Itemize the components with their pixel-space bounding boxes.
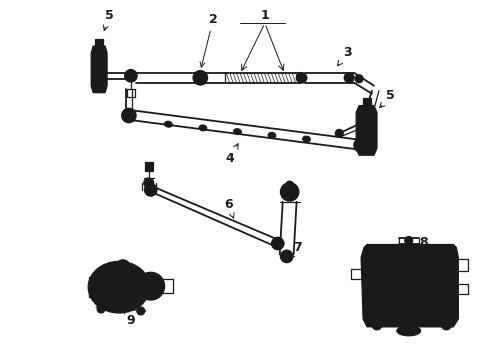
Circle shape <box>373 255 383 264</box>
Circle shape <box>271 238 283 249</box>
Circle shape <box>344 73 353 83</box>
Circle shape <box>353 138 367 152</box>
Ellipse shape <box>117 260 129 269</box>
Circle shape <box>441 320 450 330</box>
Text: 5: 5 <box>379 89 394 108</box>
Text: 1: 1 <box>260 9 269 22</box>
Circle shape <box>441 255 450 264</box>
Text: 2: 2 <box>200 13 217 67</box>
Bar <box>372 251 447 319</box>
Circle shape <box>441 304 450 314</box>
Ellipse shape <box>362 116 370 145</box>
Text: 8: 8 <box>413 236 427 250</box>
Text: 5: 5 <box>103 9 113 31</box>
Text: 6: 6 <box>224 198 234 218</box>
Circle shape <box>296 73 306 83</box>
Ellipse shape <box>396 326 420 336</box>
Circle shape <box>142 277 160 295</box>
Circle shape <box>143 178 153 188</box>
Ellipse shape <box>302 136 310 142</box>
Polygon shape <box>355 105 376 155</box>
Text: 4: 4 <box>225 144 238 165</box>
Circle shape <box>122 109 136 122</box>
Ellipse shape <box>233 129 241 135</box>
Bar <box>144 162 152 171</box>
Circle shape <box>124 70 137 82</box>
Circle shape <box>97 305 105 313</box>
Text: 9: 9 <box>124 309 135 327</box>
Ellipse shape <box>88 261 149 313</box>
Polygon shape <box>360 244 457 327</box>
Text: 7: 7 <box>289 241 302 259</box>
Circle shape <box>96 85 102 92</box>
Circle shape <box>363 147 370 154</box>
Ellipse shape <box>267 132 275 138</box>
Circle shape <box>137 272 164 300</box>
Ellipse shape <box>164 121 172 127</box>
Circle shape <box>280 251 292 262</box>
Circle shape <box>280 183 298 201</box>
Circle shape <box>285 181 293 189</box>
Circle shape <box>371 320 381 330</box>
Ellipse shape <box>95 54 103 84</box>
Circle shape <box>193 71 207 85</box>
Circle shape <box>137 307 144 315</box>
Ellipse shape <box>99 265 133 303</box>
Polygon shape <box>91 46 107 93</box>
Ellipse shape <box>102 264 116 274</box>
Circle shape <box>96 48 102 54</box>
Bar <box>362 98 370 108</box>
Bar <box>95 39 103 49</box>
Ellipse shape <box>199 125 206 131</box>
Circle shape <box>373 304 383 314</box>
Circle shape <box>354 75 362 83</box>
Circle shape <box>404 237 412 244</box>
Circle shape <box>363 109 370 116</box>
Text: 3: 3 <box>337 46 351 66</box>
Circle shape <box>335 129 343 137</box>
Circle shape <box>144 184 156 196</box>
